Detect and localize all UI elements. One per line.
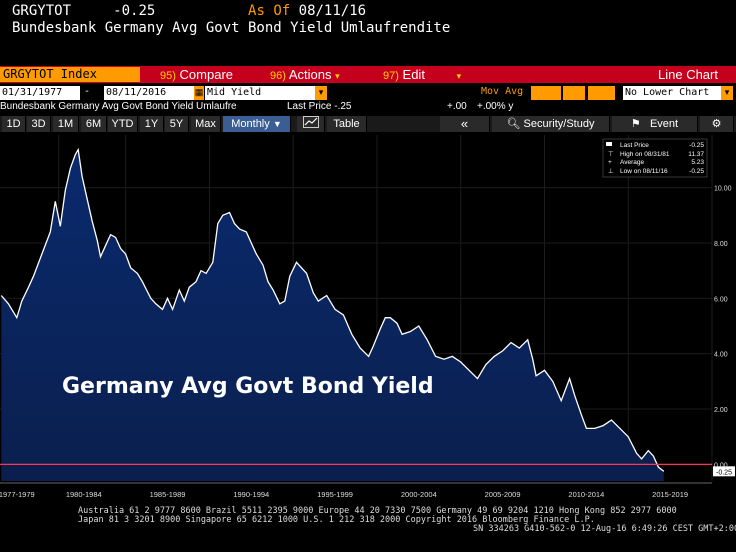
net-change: +.00	[447, 101, 467, 112]
settings-icon[interactable]: ⚙	[700, 116, 734, 132]
range-1d[interactable]: 1D	[2, 116, 26, 132]
y-tick-label: 10.00	[714, 186, 732, 193]
security-study-button[interactable]: 🔍︎ Security/Study	[492, 116, 610, 132]
nav-back-button[interactable]: «	[440, 116, 490, 132]
legend-swatch	[606, 142, 612, 146]
event-button[interactable]: ⚑ Event	[612, 116, 698, 132]
average-icon: +	[608, 159, 612, 166]
legend-low-value: -0.25	[689, 168, 704, 175]
high-icon: ⊤	[608, 151, 614, 158]
x-tick-label: 1977-1979	[0, 490, 35, 499]
description-name: Bundesbank Germany Avg Govt Bond Yield U…	[0, 101, 237, 112]
legend-high-label: High on 08/31/81	[620, 151, 670, 158]
start-date-field[interactable]: 01/31/1977	[0, 86, 80, 100]
chart-toolbar: 1D 3D 1M 6M YTD 1Y 5Y Max Monthly ▼ Tabl…	[0, 116, 736, 132]
as-of-date: 08/11/16	[298, 3, 367, 19]
x-tick-label: 1990-1994	[233, 490, 269, 499]
legend-high-value: 11.37	[688, 151, 704, 158]
study-box-3[interactable]	[588, 86, 615, 100]
series-line	[0, 147, 665, 472]
lower-chart-select[interactable]: No Lower Chart	[623, 86, 721, 100]
range-ytd[interactable]: YTD	[108, 116, 138, 132]
footer-line-2: Japan 81 3 3201 8900 Singapore 65 6212 1…	[78, 515, 595, 525]
line-chart-icon[interactable]	[297, 116, 325, 132]
range-1m[interactable]: 1M	[53, 116, 79, 132]
last-price-text: Last Price -.25	[287, 101, 352, 112]
chart-area[interactable]: -0.25 0.00 2.00 4.00 6.00 8.00 10.00 1977-197…	[0, 133, 736, 521]
range-6m[interactable]: 6M	[81, 116, 107, 132]
flag-icon: ⚑	[630, 118, 641, 130]
controls-row: 01/31/1977 - 08/11/2016 ▦ Mid Yield ▾ Mo…	[0, 85, 736, 102]
actions-button[interactable]: 96) Actions ▾	[270, 67, 340, 82]
change-value: -0.25	[113, 3, 156, 19]
y-tick-label: 2.00	[714, 407, 728, 414]
chevron-down-icon[interactable]: ▾	[315, 86, 327, 100]
x-tick-label: 1980-1984	[66, 490, 102, 499]
last-value-tag	[713, 466, 735, 477]
chevron-down-icon[interactable]: ▾	[721, 86, 733, 100]
chart-type-label: Line Chart	[658, 67, 718, 82]
edit-button[interactable]: 97) Edit ▾	[383, 67, 462, 82]
x-tick-label: 2015-2019	[652, 490, 688, 499]
legend-last-value: -0.25	[689, 142, 704, 149]
ticker: GRGYTOT	[12, 3, 72, 19]
range-1y[interactable]: 1Y	[140, 116, 164, 132]
table-button[interactable]: Table	[327, 116, 367, 132]
study-label: Mov Avg	[481, 86, 524, 97]
study-box-2[interactable]	[563, 86, 585, 100]
legend-avg-value: 5.23	[691, 159, 704, 166]
study-color-box[interactable]	[531, 86, 561, 100]
range-5y[interactable]: 5Y	[165, 116, 189, 132]
field-select[interactable]: Mid Yield	[205, 86, 315, 100]
description-row: Bundesbank Germany Avg Govt Bond Yield U…	[0, 101, 513, 112]
footer-line-3: SN 334263 G410-562-0 12-Aug-16 6:49:26 C…	[473, 524, 736, 534]
x-tick-label: 1995-1999	[317, 490, 353, 499]
end-date-field[interactable]: 08/11/2016	[104, 86, 194, 100]
security-title: Bundesbank Germany Avg Govt Bond Yield U…	[12, 20, 451, 36]
legend-last-label: Last Price	[620, 142, 649, 149]
area-fill	[1, 149, 664, 481]
y-tick-label: 0.00	[714, 462, 728, 469]
low-icon: ⊥	[608, 168, 614, 175]
period-select[interactable]: Monthly ▼	[223, 116, 291, 132]
last-value-label: -0.25	[716, 469, 732, 476]
y-tick-label: 4.00	[714, 352, 728, 359]
yield-chart[interactable]: -0.25 0.00 2.00 4.00 6.00 8.00 10.00 1977-197…	[0, 133, 736, 521]
command-bar: GRGYTOT Index 95) Compare 96) Actions ▾ …	[0, 66, 736, 83]
legend-avg-label: Average	[620, 159, 644, 166]
range-3d[interactable]: 3D	[27, 116, 51, 132]
calendar-icon[interactable]: ▦	[194, 86, 204, 100]
date-separator: -	[84, 86, 91, 97]
footer: Australia 61 2 9777 8600 Brazil 5511 239…	[78, 507, 736, 534]
range-max[interactable]: Max	[191, 116, 221, 132]
y-tick-label: 6.00	[714, 296, 728, 303]
compare-button[interactable]: 95) Compare	[160, 67, 233, 82]
pct-change: +.00% y	[477, 101, 514, 112]
search-icon: 🔍︎	[506, 118, 521, 130]
security-box[interactable]: GRGYTOT Index	[0, 67, 140, 82]
chart-overlay-title: Germany Avg Govt Bond Yield	[62, 374, 434, 399]
x-tick-label: 2000-2004	[401, 490, 437, 499]
x-tick-label: 2005-2009	[485, 490, 521, 499]
footer-line-1: Australia 61 2 9777 8600 Brazil 5511 239…	[78, 506, 677, 516]
legend-low-label: Low on 08/11/16	[620, 168, 668, 175]
as-of-label: As Of	[248, 3, 291, 19]
x-tick-label: 1985-1989	[150, 490, 186, 499]
header-line: GRGYTOT -0.25 As Of 08/11/16	[12, 3, 366, 19]
chart-legend: Last Price -0.25 ⊤ High on 08/31/81 11.3…	[602, 138, 708, 178]
y-tick-label: 8.00	[714, 241, 728, 248]
x-tick-label: 2010-2014	[568, 490, 604, 499]
